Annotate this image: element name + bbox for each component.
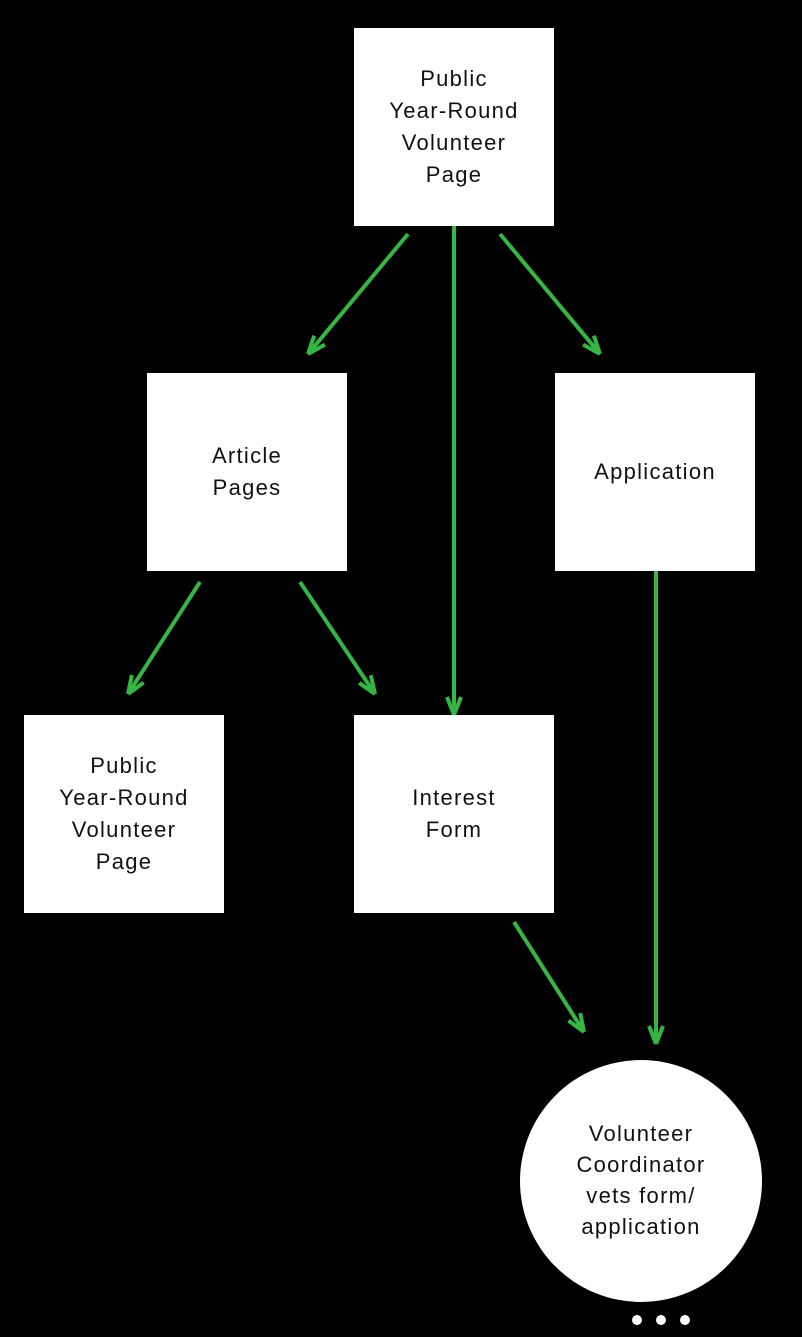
node-coordinator: VolunteerCoordinatorvets form/applicatio…	[520, 1060, 762, 1302]
node-public-volunteer-left: PublicYear-RoundVolunteerPage	[24, 715, 224, 913]
node-label: PublicYear-RoundVolunteerPage	[59, 750, 188, 878]
node-label: VolunteerCoordinatorvets form/applicatio…	[576, 1119, 705, 1242]
node-application: Application	[555, 373, 755, 571]
node-label: PublicYear-RoundVolunteerPage	[389, 63, 518, 191]
continuation-dots	[632, 1315, 690, 1325]
dot	[632, 1315, 642, 1325]
dot	[680, 1315, 690, 1325]
dot	[656, 1315, 666, 1325]
node-interest-form: InterestForm	[354, 715, 554, 913]
flowchart-canvas: PublicYear-RoundVolunteerPage ArticlePag…	[0, 0, 802, 1337]
node-public-volunteer-top: PublicYear-RoundVolunteerPage	[354, 28, 554, 226]
node-label: ArticlePages	[212, 440, 282, 504]
node-label: Application	[594, 456, 716, 488]
node-label: InterestForm	[412, 782, 496, 846]
node-article-pages: ArticlePages	[147, 373, 347, 571]
